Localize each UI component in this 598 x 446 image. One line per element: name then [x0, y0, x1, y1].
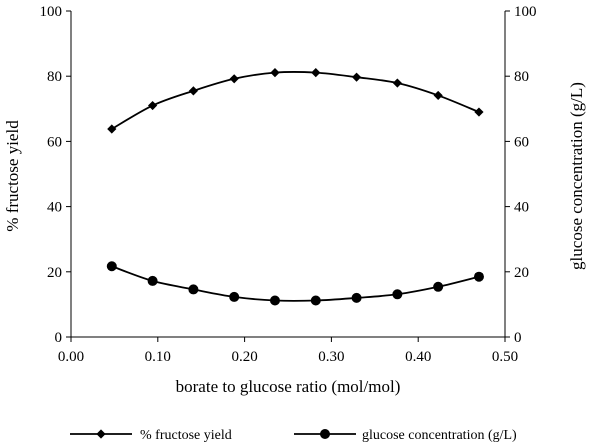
y-left-tick-label: 80 [47, 69, 62, 85]
data-point [311, 68, 321, 78]
legend-marker [320, 429, 330, 439]
legend-marker [96, 429, 106, 439]
y-left-tick-label: 60 [47, 134, 62, 150]
axes [66, 10, 510, 342]
data-point [392, 289, 403, 300]
data-point [269, 295, 280, 306]
data-point [351, 292, 362, 303]
series-line [111, 265, 480, 302]
series-fructose-yield [107, 68, 484, 134]
y-left-tick-labels: 0 20 40 60 80 100 [40, 4, 63, 346]
y-left-axis-title: % fructose yield [3, 120, 22, 232]
data-point [147, 100, 158, 111]
data-point [229, 74, 239, 84]
data-point [188, 86, 198, 96]
data-point [433, 281, 444, 292]
data-point [392, 78, 402, 88]
legend-item: glucose concentration (g/L) [294, 428, 517, 443]
series-glucose-concentration [106, 261, 484, 306]
x-tick-label: 0.10 [145, 349, 171, 365]
series-layer [106, 68, 484, 306]
y-right-tick-label: 0 [514, 330, 522, 346]
y-right-axis-title: glucose concentration (g/L) [567, 82, 586, 270]
y-right-tick-label: 40 [514, 200, 529, 216]
legend-item: % fructose yield [70, 428, 232, 443]
data-point [229, 291, 240, 302]
y-left-tick-label: 100 [40, 4, 63, 20]
y-right-tick-label: 80 [514, 69, 529, 85]
data-point [270, 68, 280, 78]
legend-label: glucose concentration (g/L) [362, 428, 517, 443]
y-right-tick-labels: 0 20 40 60 80 100 [514, 4, 537, 346]
y-left-tick-label: 40 [47, 200, 62, 216]
x-tick-label: 0.00 [58, 349, 84, 365]
legend-label: % fructose yield [140, 428, 232, 443]
series-line [111, 71, 480, 130]
x-tick-labels: 0.00 0.10 0.20 0.30 0.40 0.50 [58, 349, 518, 365]
data-point [433, 90, 443, 101]
y-right-tick-label: 100 [514, 4, 537, 20]
data-point [310, 295, 321, 306]
x-tick-label: 0.50 [492, 349, 518, 365]
legend: % fructose yield glucose concentration (g… [70, 428, 517, 443]
data-point [147, 275, 158, 286]
data-point [474, 107, 484, 117]
y-left-tick-label: 20 [47, 265, 62, 281]
y-right-tick-label: 20 [514, 265, 529, 281]
x-tick-label: 0.20 [231, 349, 257, 365]
data-point [473, 271, 484, 282]
x-tick-label: 0.30 [318, 349, 344, 365]
data-point [107, 124, 117, 134]
data-point [188, 284, 199, 295]
y-right-tick-label: 60 [514, 134, 529, 150]
x-tick-label: 0.40 [405, 349, 431, 365]
data-point [351, 72, 362, 82]
y-left-tick-label: 0 [55, 330, 63, 346]
x-axis-title: borate to glucose ratio (mol/mol) [176, 377, 401, 396]
data-point [106, 261, 117, 272]
